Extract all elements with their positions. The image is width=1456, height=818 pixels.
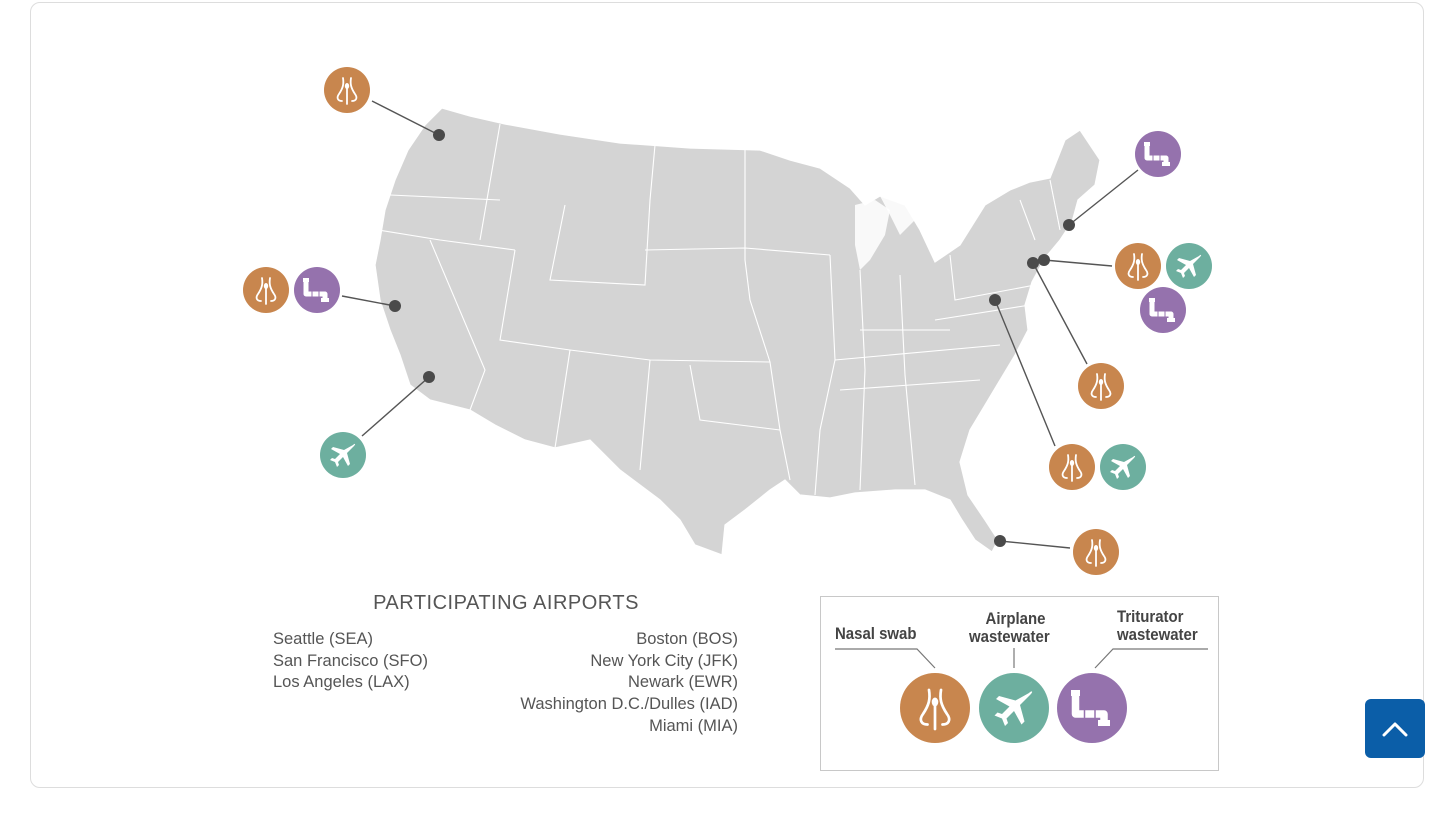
pin-sfo (389, 300, 401, 312)
sfo-nasal-swab-icon (243, 267, 289, 313)
legend-triturator-icon (1056, 672, 1127, 743)
airport-ewr: Newark (EWR) (628, 673, 738, 692)
iad-nasal-swab-icon (1049, 444, 1095, 490)
state-lines (377, 123, 1061, 496)
jfk-nasal-swab-icon (1115, 243, 1161, 289)
pin-bos (1063, 219, 1075, 231)
pin-sea (433, 129, 445, 141)
leader-lines (341, 100, 1139, 549)
airport-list-west: Seattle (SEA) San Francisco (SFO) Los An… (273, 629, 428, 694)
legend-airplane-label: Airplane wastewater (969, 609, 1050, 646)
chevron-up-icon (1382, 722, 1408, 736)
pin-ewr (1027, 257, 1039, 269)
legend-graphics (834, 647, 1208, 743)
legend-nasal-swab-icon (899, 672, 970, 743)
jfk-triturator-icon (1140, 287, 1186, 333)
sfo-triturator-icon (294, 267, 340, 313)
jfk-airplane-icon (1166, 243, 1212, 289)
airport-iad: Washington D.C./Dulles (IAD) (520, 695, 738, 714)
mia-nasal-swab-icon (1073, 529, 1119, 575)
airport-jfk: New York City (JFK) (590, 651, 738, 670)
airport-bos: Boston (BOS) (636, 630, 738, 648)
airport-mia: Miami (MIA) (649, 716, 738, 735)
sampling-markers (243, 67, 1212, 575)
iad-airplane-icon (1100, 444, 1146, 490)
airport-sea: Seattle (SEA) (273, 630, 373, 648)
legend-triturator-label: Triturator wastewater (1117, 607, 1198, 644)
pin-mia (994, 535, 1006, 547)
ewr-nasal-swab-icon (1078, 363, 1124, 409)
airport-list-east: Boston (BOS) New York City (JFK) Newark … (480, 629, 738, 738)
pin-jfk (1038, 254, 1050, 266)
airport-lax: Los Angeles (LAX) (273, 673, 410, 692)
airport-sfo: San Francisco (SFO) (273, 651, 428, 670)
lax-airplane-icon (320, 432, 366, 478)
sea-nasal-swab-icon (324, 67, 370, 113)
legend: Nasal swab Airplane wastewater Triturato… (820, 596, 1219, 771)
airport-pins (389, 129, 1075, 547)
legend-airplane-icon (978, 672, 1049, 743)
back-to-top-button[interactable] (1365, 699, 1425, 758)
legend-nasal-label: Nasal swab (835, 624, 917, 643)
participating-airports-title: PARTICIPATING AIRPORTS (373, 592, 639, 614)
pin-iad (989, 294, 1001, 306)
bos-triturator-icon (1135, 131, 1181, 177)
pin-lax (423, 371, 435, 383)
us-silhouette (374, 107, 1101, 556)
